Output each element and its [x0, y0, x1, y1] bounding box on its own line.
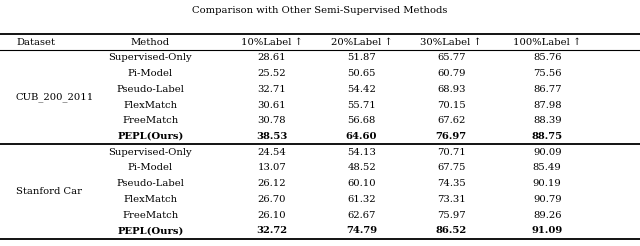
- Text: 91.09: 91.09: [532, 226, 563, 235]
- Text: 54.13: 54.13: [347, 148, 376, 157]
- Text: 61.32: 61.32: [348, 195, 376, 204]
- Text: 64.60: 64.60: [346, 132, 378, 141]
- Text: 32.71: 32.71: [258, 85, 286, 94]
- Text: Method: Method: [131, 38, 170, 47]
- Text: Pseudo-Label: Pseudo-Label: [116, 179, 184, 188]
- Text: 68.93: 68.93: [437, 85, 465, 94]
- Text: 76.97: 76.97: [436, 132, 467, 141]
- Text: 25.52: 25.52: [258, 69, 286, 78]
- Text: Supervised-Only: Supervised-Only: [109, 53, 192, 62]
- Text: 60.79: 60.79: [437, 69, 465, 78]
- Text: Supervised-Only: Supervised-Only: [109, 148, 192, 157]
- Text: 30.61: 30.61: [258, 101, 286, 110]
- Text: 20%Label ↑: 20%Label ↑: [331, 38, 392, 47]
- Text: FlexMatch: FlexMatch: [124, 101, 177, 110]
- Text: 88.39: 88.39: [533, 116, 561, 125]
- Text: 87.98: 87.98: [533, 101, 561, 110]
- Text: FreeMatch: FreeMatch: [122, 116, 179, 125]
- Text: 100%Label ↑: 100%Label ↑: [513, 38, 581, 47]
- Text: 60.10: 60.10: [348, 179, 376, 188]
- Text: Stanford Car: Stanford Car: [16, 187, 82, 196]
- Text: 74.79: 74.79: [346, 226, 377, 235]
- Text: 89.26: 89.26: [533, 211, 561, 220]
- Text: 86.77: 86.77: [533, 85, 561, 94]
- Text: 67.62: 67.62: [437, 116, 465, 125]
- Text: 55.71: 55.71: [348, 101, 376, 110]
- Text: 74.35: 74.35: [437, 179, 465, 188]
- Text: Pi-Model: Pi-Model: [128, 163, 173, 172]
- Text: 30.78: 30.78: [258, 116, 286, 125]
- Text: 67.75: 67.75: [437, 163, 465, 172]
- Text: 62.67: 62.67: [348, 211, 376, 220]
- Text: 38.53: 38.53: [256, 132, 288, 141]
- Text: Comparison with Other Semi-Supervised Methods: Comparison with Other Semi-Supervised Me…: [192, 6, 448, 15]
- Text: 28.61: 28.61: [258, 53, 286, 62]
- Text: FlexMatch: FlexMatch: [124, 195, 177, 204]
- Text: 86.52: 86.52: [436, 226, 467, 235]
- Text: 54.42: 54.42: [347, 85, 376, 94]
- Text: 51.87: 51.87: [348, 53, 376, 62]
- Text: 26.12: 26.12: [258, 179, 286, 188]
- Text: 24.54: 24.54: [257, 148, 287, 157]
- Text: 73.31: 73.31: [437, 195, 465, 204]
- Text: 90.79: 90.79: [533, 195, 561, 204]
- Text: 48.52: 48.52: [348, 163, 376, 172]
- Text: Pseudo-Label: Pseudo-Label: [116, 85, 184, 94]
- Text: 26.70: 26.70: [258, 195, 286, 204]
- Text: 75.56: 75.56: [533, 69, 561, 78]
- Text: PEPL(Ours): PEPL(Ours): [117, 132, 184, 141]
- Text: FreeMatch: FreeMatch: [122, 211, 179, 220]
- Text: 85.49: 85.49: [533, 163, 561, 172]
- Text: 70.15: 70.15: [437, 101, 465, 110]
- Text: CUB_200_2011: CUB_200_2011: [16, 92, 94, 102]
- Text: 56.68: 56.68: [348, 116, 376, 125]
- Text: 85.76: 85.76: [533, 53, 561, 62]
- Text: 30%Label ↑: 30%Label ↑: [420, 38, 482, 47]
- Text: PEPL(Ours): PEPL(Ours): [117, 226, 184, 235]
- Text: 10%Label ↑: 10%Label ↑: [241, 38, 303, 47]
- Text: 88.75: 88.75: [532, 132, 563, 141]
- Text: 90.09: 90.09: [533, 148, 561, 157]
- Text: 65.77: 65.77: [437, 53, 465, 62]
- Text: 70.71: 70.71: [437, 148, 465, 157]
- Text: 26.10: 26.10: [258, 211, 286, 220]
- Text: Pi-Model: Pi-Model: [128, 69, 173, 78]
- Text: 50.65: 50.65: [348, 69, 376, 78]
- Text: 75.97: 75.97: [437, 211, 465, 220]
- Text: Dataset: Dataset: [16, 38, 55, 47]
- Text: 32.72: 32.72: [257, 226, 287, 235]
- Text: 13.07: 13.07: [258, 163, 286, 172]
- Text: 90.19: 90.19: [533, 179, 561, 188]
